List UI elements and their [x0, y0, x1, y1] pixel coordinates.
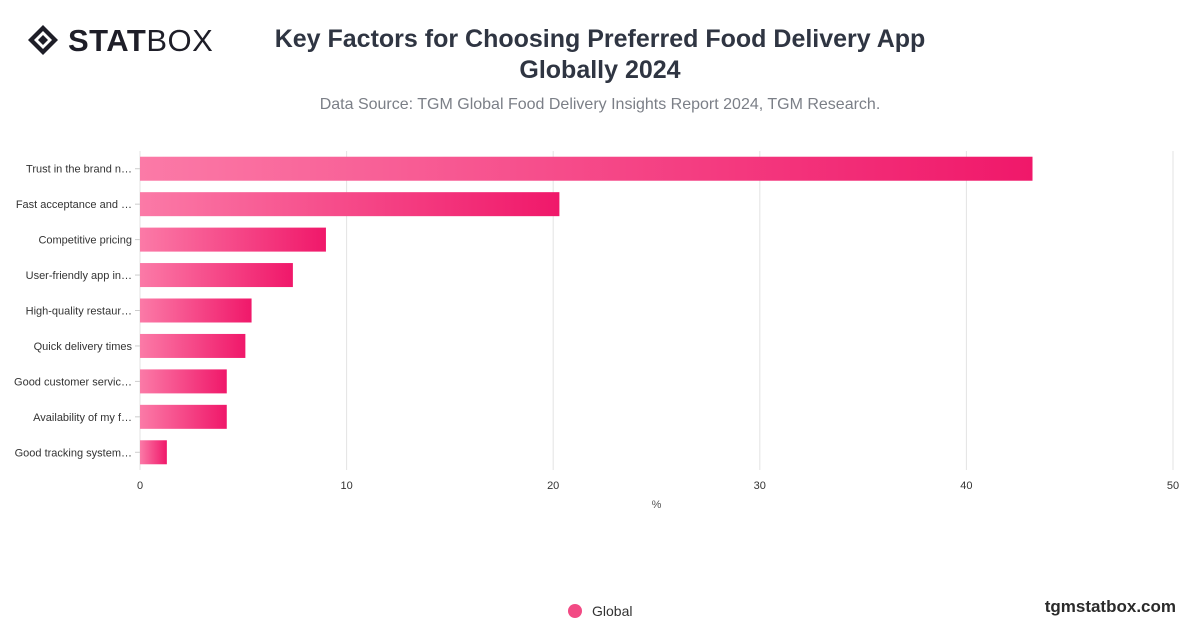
bar-4[interactable]	[140, 298, 252, 323]
x-tick-label-4: 40	[960, 480, 972, 492]
website-url[interactable]: tgmstatbox.com	[1044, 597, 1176, 616]
bar-8[interactable]	[140, 440, 167, 465]
bar-6[interactable]	[140, 369, 227, 394]
x-tick-label-3: 30	[754, 480, 766, 492]
x-tick-label-1: 10	[340, 480, 352, 492]
category-label-3: User-friendly app in…	[26, 270, 132, 282]
legend-swatch-global	[568, 604, 582, 618]
x-tick-label-0: 0	[137, 480, 143, 492]
x-tick-label-2: 20	[547, 480, 559, 492]
category-axis: Trust in the brand n… Fast acceptance and…	[14, 164, 140, 459]
logo-wordmark-light: BOX	[146, 22, 214, 58]
category-label-7: Availability of my f…	[33, 412, 132, 424]
logo-wordmark: STATBOX	[68, 25, 213, 56]
x-tick-label-5: 50	[1167, 480, 1179, 492]
category-label-8: Good tracking system…	[15, 447, 132, 459]
grid-layer	[139, 151, 1174, 470]
chart-legend[interactable]: Global	[568, 601, 632, 621]
bar-layer	[140, 156, 1033, 465]
category-label-6: Good customer servic…	[14, 376, 132, 388]
chart-header: Key Factors for Choosing Preferred Food …	[240, 24, 960, 116]
category-label-2: Competitive pricing	[38, 235, 132, 247]
statbox-diamond-icon	[28, 25, 58, 55]
bar-3[interactable]	[140, 263, 293, 288]
chart-subtitle: Data Source: TGM Global Food Delivery In…	[319, 96, 881, 113]
logo-wordmark-bold: STAT	[68, 22, 147, 58]
bar-7[interactable]	[140, 404, 227, 429]
bar-1[interactable]	[140, 192, 560, 217]
category-label-5: Quick delivery times	[34, 341, 133, 353]
bar-2[interactable]	[140, 227, 326, 252]
legend-label-global: Global	[592, 603, 633, 619]
bar-5[interactable]	[140, 333, 246, 358]
value-axis: 0 10 20 30 40 50	[137, 480, 1179, 492]
category-label-1: Fast acceptance and …	[16, 199, 132, 211]
statbox-logo: STATBOX	[26, 22, 213, 58]
chart-title: Key Factors for Choosing Preferred Food …	[274, 25, 926, 84]
x-axis-title: %	[652, 499, 662, 511]
category-label-0: Trust in the brand n…	[26, 164, 132, 176]
bar-0[interactable]	[140, 156, 1033, 181]
category-label-4: High-quality restaur…	[26, 306, 132, 318]
